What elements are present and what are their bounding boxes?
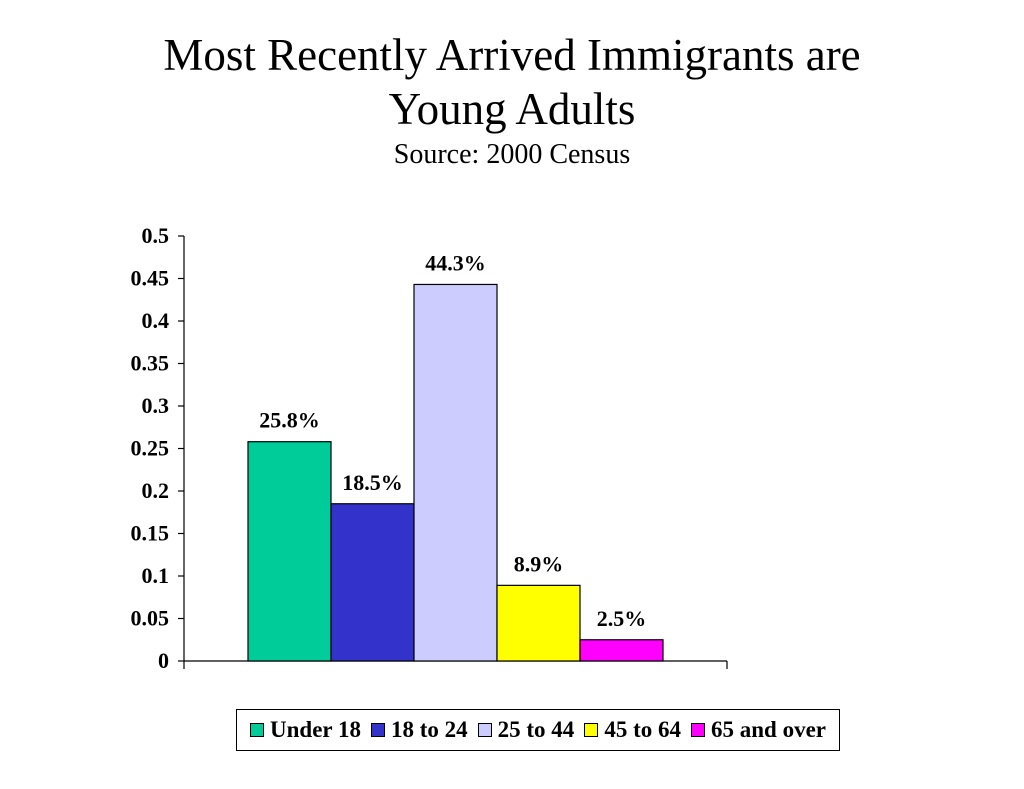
- data-label: 2.5%: [597, 606, 647, 631]
- y-tick-label: 0.5: [142, 223, 170, 248]
- data-label: 44.3%: [425, 250, 486, 275]
- legend-label: 18 to 24: [390, 717, 468, 742]
- legend-swatch: [250, 723, 265, 737]
- bar-45-to-64: [496, 584, 581, 662]
- y-tick-label: 0.15: [131, 521, 170, 546]
- y-tick-label: 0.35: [131, 351, 170, 376]
- legend-item: Under 18: [250, 717, 361, 743]
- legend-item: 45 to 64: [584, 717, 681, 743]
- y-tick-label: 0.4: [142, 308, 170, 333]
- chart-title-line-2: Young Adults: [388, 84, 636, 134]
- legend-item: 25 to 44: [477, 717, 575, 743]
- y-tick-label: 0.2: [142, 478, 170, 503]
- bar-25-to-44: [413, 283, 498, 662]
- bar-65-and-over: [579, 639, 664, 662]
- legend-label: 45 to 64: [604, 717, 681, 742]
- y-tick-label: 0: [158, 648, 169, 673]
- legend-swatch: [584, 723, 599, 737]
- data-label: 18.5%: [342, 470, 403, 495]
- legend-label: 25 to 44: [497, 717, 575, 742]
- chart-subtitle: Source: 2000 Census: [393, 139, 631, 170]
- data-label: 8.9%: [514, 551, 564, 576]
- legend-label: 65 and over: [710, 717, 826, 742]
- chart-title-line-1: Most Recently Arrived Immigrants are: [163, 30, 861, 80]
- legend-swatch: [477, 723, 492, 737]
- y-tick-label: 0.45: [131, 266, 170, 291]
- legend-item: 65 and over: [690, 717, 826, 743]
- legend-swatch: [370, 723, 385, 737]
- y-tick-label: 0.25: [131, 436, 170, 461]
- legend-item: 18 to 24: [370, 717, 468, 743]
- data-label: 25.8%: [259, 408, 320, 433]
- y-tick-label: 0.05: [131, 606, 170, 631]
- legend-swatch: [690, 723, 705, 737]
- y-tick-label: 0.1: [142, 563, 170, 588]
- y-tick-label: 0.3: [142, 393, 170, 418]
- legend-label: Under 18: [270, 717, 361, 742]
- chart-title-block: Most Recently Arrived Immigrants are You…: [0, 28, 1024, 172]
- bar-under-18: [247, 441, 332, 662]
- bar-18-to-24: [330, 503, 415, 662]
- chart-legend: Under 18 18 to 24 25 to 44 45 to 64 65 and o…: [236, 709, 840, 751]
